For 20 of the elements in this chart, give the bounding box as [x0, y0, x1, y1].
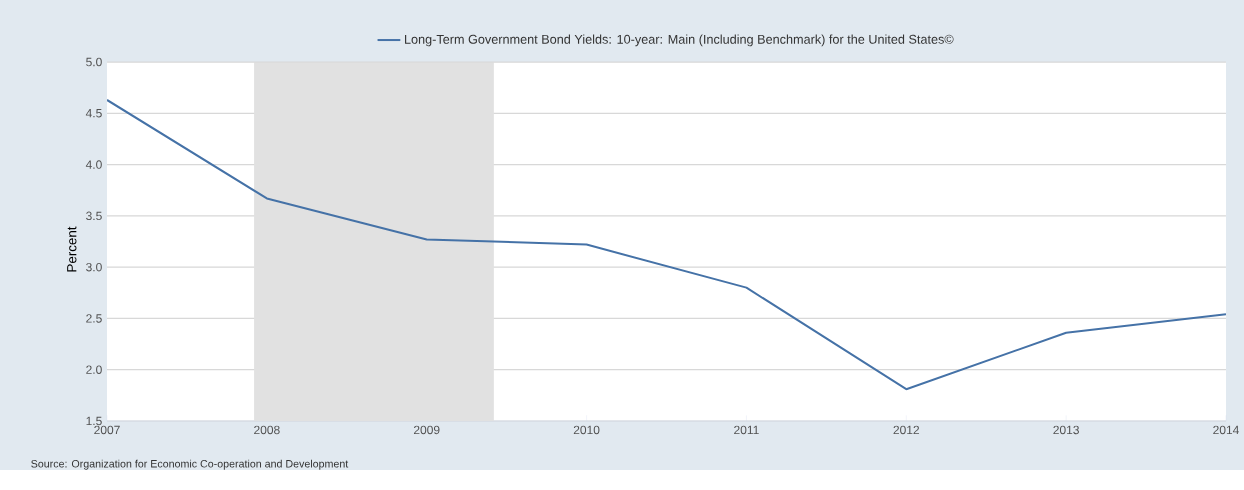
y-tick-label: 3.5: [86, 211, 102, 221]
source-note: Source: Organization for Economic Co-operation and Development: [31, 459, 349, 470]
x-tick-label: 2011: [734, 425, 759, 435]
y-tick-label: 2.0: [86, 365, 102, 374]
y-axis-title: Percent: [67, 226, 77, 272]
legend-label: Long-Term Government Bond Yields: 10-year: Main (Including Benchmark) for the United States©: [405, 34, 954, 47]
y-tick-label: 4.0: [85, 160, 102, 169]
line-series: [107, 98, 1226, 391]
y-tick-label: 5.0: [86, 57, 102, 67]
x-tick-label: 2012: [893, 425, 920, 435]
y-tick-label: 1.5: [86, 416, 102, 426]
y-tick-label: 3.0: [86, 262, 102, 272]
x-tick-label: 2009: [413, 425, 440, 435]
y-tick-label: 4.5: [85, 109, 102, 118]
x-tick-label: 2007: [94, 425, 120, 435]
x-tick-label: 2008: [254, 425, 280, 435]
x-tick-label: 2013: [1053, 425, 1079, 435]
y-tick-label: 2.5: [86, 314, 102, 323]
x-tick-label: 2010: [573, 425, 600, 435]
x-tick-label: 2014: [1213, 425, 1239, 435]
